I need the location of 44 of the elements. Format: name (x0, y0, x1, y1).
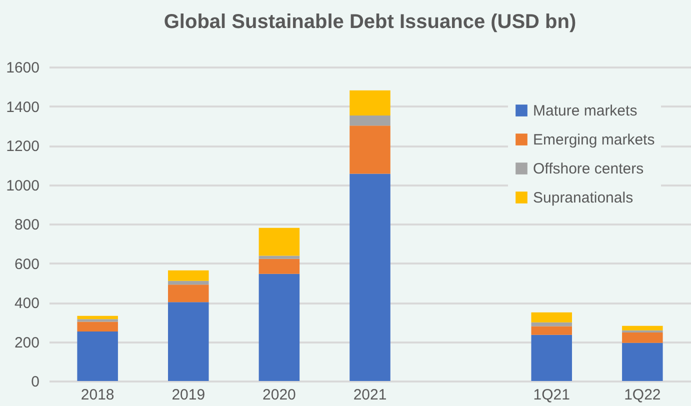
bar (258, 228, 300, 256)
bar (531, 322, 572, 326)
bar (350, 115, 390, 126)
bar (168, 280, 209, 285)
bar (622, 326, 663, 330)
bar (77, 316, 118, 320)
bar (622, 332, 663, 343)
legend-label: Offshore centers (533, 160, 644, 178)
bar (168, 270, 209, 281)
bar (531, 334, 572, 381)
y-tick-label: 0 (31, 374, 40, 390)
y-tick-label: 800 (14, 216, 40, 234)
bar (258, 258, 300, 274)
x-tick-label: 1Q22 (624, 386, 661, 404)
legend-label: Supranationals (533, 190, 634, 206)
chart-title: Global Sustainable Debt Issuance (USD bn) (164, 11, 576, 33)
bar (168, 302, 209, 381)
bar (622, 330, 663, 333)
bar (350, 174, 390, 381)
bar (622, 342, 663, 381)
x-tick-label: 1Q21 (533, 386, 570, 404)
bar (350, 126, 390, 174)
bar (168, 284, 209, 302)
bar (350, 90, 390, 116)
y-tick-label: 1200 (6, 138, 40, 155)
bar (77, 322, 118, 332)
bar (258, 274, 300, 381)
x-tick-label: 2021 (353, 386, 387, 404)
bar (531, 326, 572, 335)
bar (258, 256, 300, 259)
bar (77, 332, 118, 381)
x-tick-label: 2018 (80, 386, 114, 404)
x-tick-label: 2020 (262, 386, 296, 404)
x-tick-label: 2019 (172, 386, 206, 404)
y-tick-label: 200 (14, 334, 40, 352)
bar (531, 312, 572, 322)
legend-label: Emerging markets (533, 132, 655, 148)
y-tick-label: 1600 (6, 60, 40, 76)
bar (77, 319, 118, 322)
legend-label: Mature markets (533, 102, 638, 120)
y-tick-label: 600 (14, 256, 40, 273)
y-tick-label: 1400 (6, 98, 40, 116)
y-tick-label: 1000 (6, 177, 40, 194)
y-tick-label: 400 (14, 295, 40, 312)
